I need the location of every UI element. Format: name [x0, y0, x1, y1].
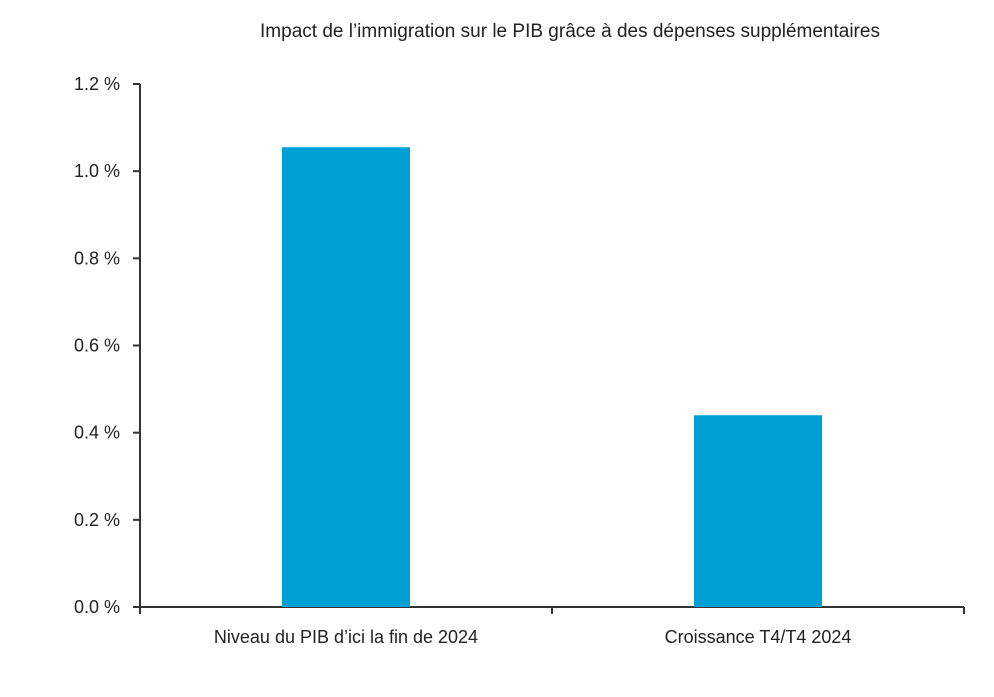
- y-tick-label: 0.4 %: [74, 423, 120, 443]
- y-tick-label: 1.2 %: [74, 74, 120, 94]
- x-tick-label: Croissance T4/T4 2024: [665, 627, 852, 647]
- x-tick-label: Niveau du PIB d’ici la fin de 2024: [214, 627, 478, 647]
- y-tick-label: 0.2 %: [74, 510, 120, 530]
- chart-title: Impact de l’immigration sur le PIB grâce…: [260, 21, 880, 42]
- y-tick-label: 0.6 %: [74, 336, 120, 356]
- y-tick-label: 0.0 %: [74, 597, 120, 617]
- y-tick-label: 0.8 %: [74, 248, 120, 268]
- y-tick-label: 1.0 %: [74, 161, 120, 181]
- bar: [282, 147, 410, 607]
- bar: [694, 415, 822, 607]
